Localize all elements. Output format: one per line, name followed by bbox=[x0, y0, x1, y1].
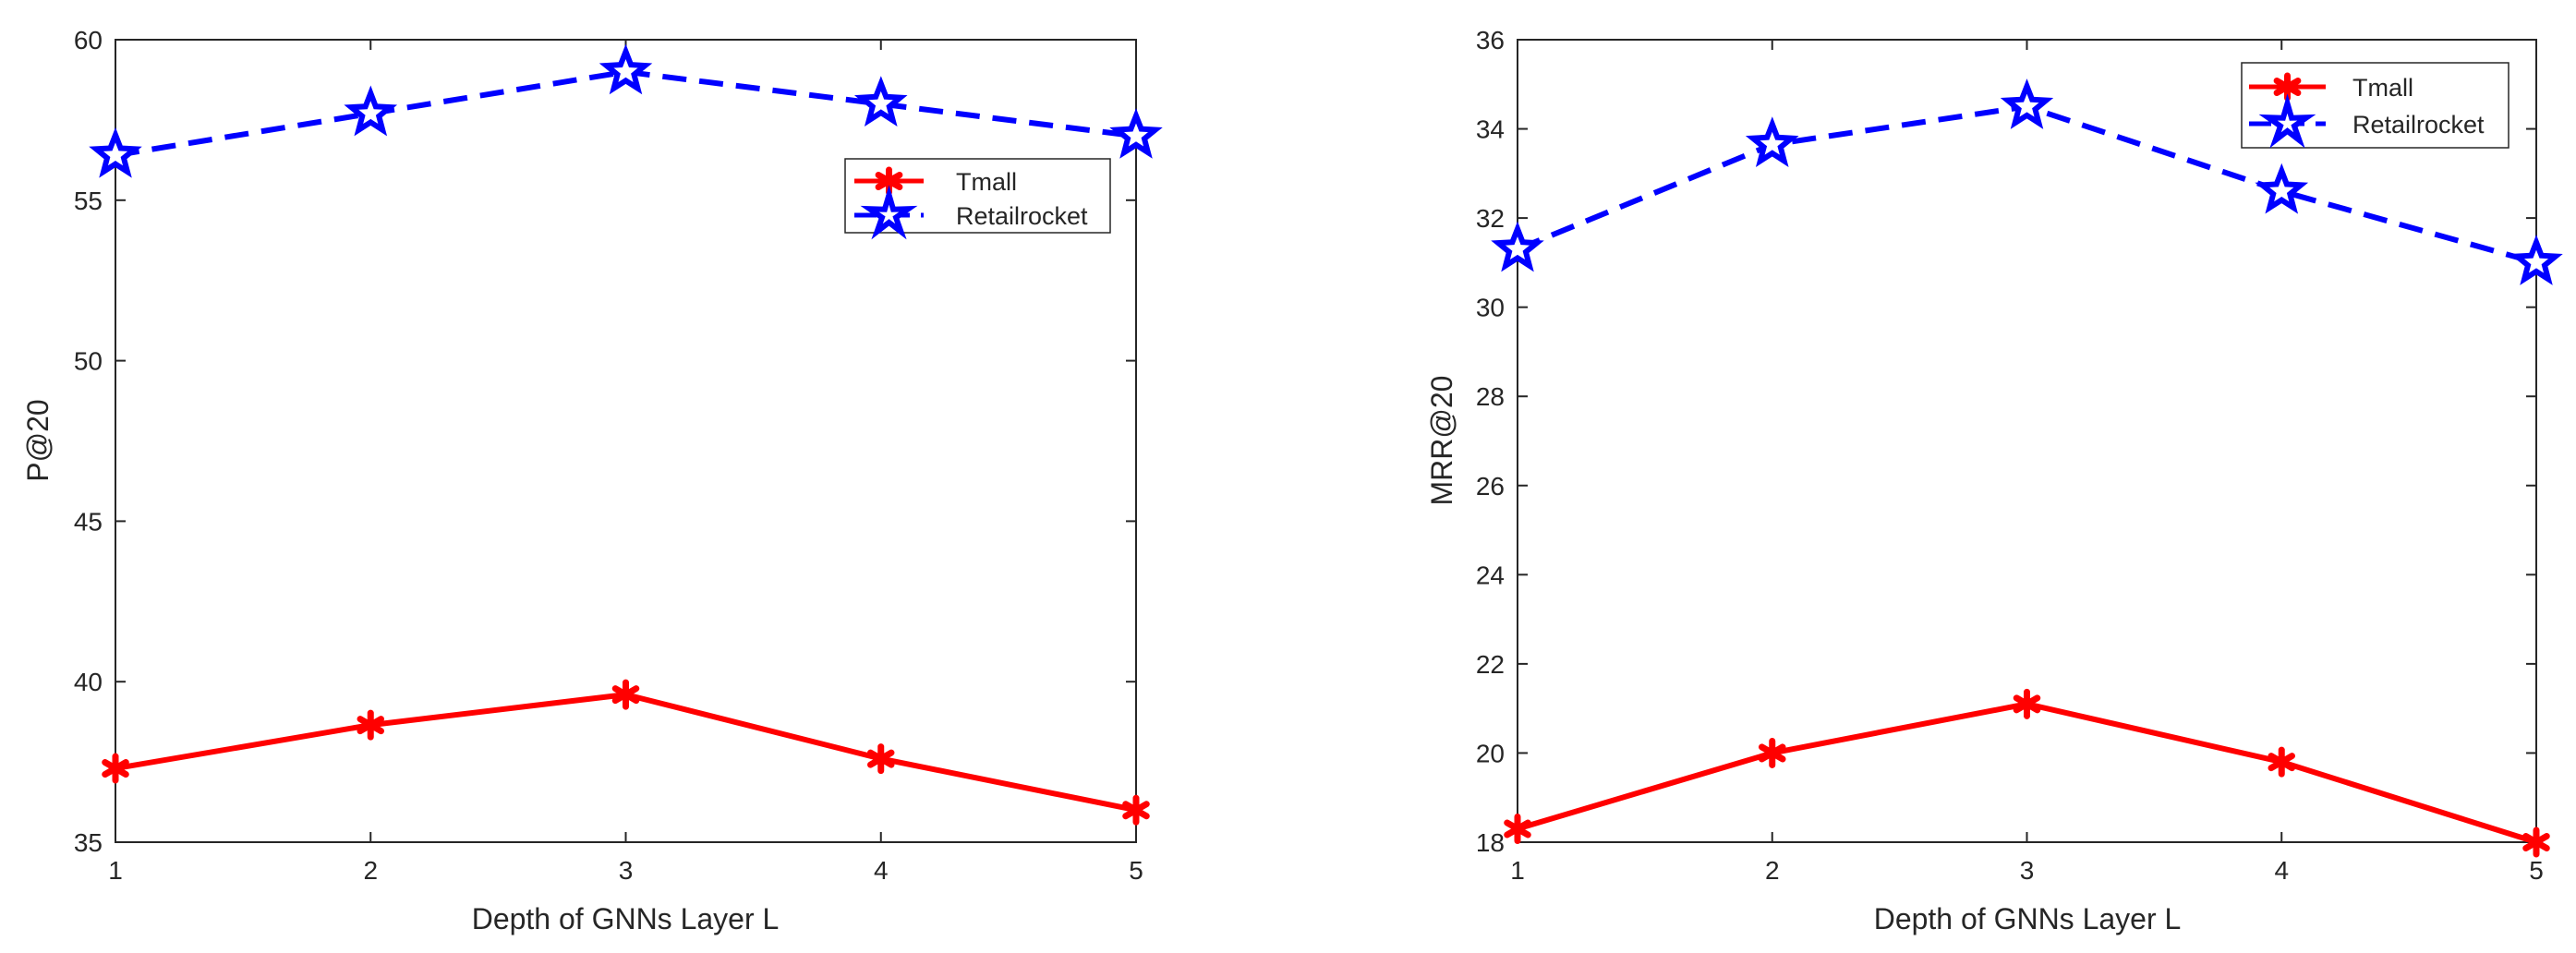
x-axis-label: Depth of GNNs Layer L bbox=[1874, 902, 2182, 935]
y-tick-label: 34 bbox=[1476, 115, 1505, 144]
x-tick-label: 4 bbox=[2274, 856, 2289, 885]
y-tick-labels: 18 20 22 24 26 28 30 32 34 36 bbox=[1476, 26, 1505, 857]
legend-label-retailrocket: Retailrocket bbox=[2352, 111, 2485, 139]
data-point-retailrocket-2 bbox=[1745, 116, 1799, 167]
x-tick-label: 1 bbox=[108, 856, 123, 885]
data-point-retailrocket-1 bbox=[89, 127, 142, 178]
y-tick-label: 20 bbox=[1476, 739, 1505, 767]
data-point-tmall-5 bbox=[2522, 826, 2550, 858]
y-tick-labels: 35 40 45 50 55 60 bbox=[74, 26, 103, 857]
data-point-retailrocket-3 bbox=[2000, 78, 2054, 129]
y-tick-label: 55 bbox=[74, 187, 103, 215]
y-tick-label: 18 bbox=[1476, 828, 1505, 857]
legend-marker-retailrocket bbox=[860, 185, 918, 240]
plot-area-frame bbox=[1517, 39, 2537, 843]
y-tick-label: 50 bbox=[74, 347, 103, 376]
series-layer bbox=[1491, 78, 2563, 858]
x-tick-label: 5 bbox=[2529, 856, 2544, 885]
x-tick-label: 3 bbox=[2020, 856, 2035, 885]
tick-marks bbox=[115, 39, 1137, 843]
legend-marker-retailrocket bbox=[2258, 93, 2316, 149]
y-axis-label: MRR@20 bbox=[1425, 376, 1458, 506]
y-tick-label: 35 bbox=[74, 828, 103, 857]
data-point-tmall-3 bbox=[611, 679, 640, 710]
data-point-retailrocket-4 bbox=[853, 76, 908, 127]
data-point-tmall-4 bbox=[2268, 746, 2296, 778]
x-tick-label: 2 bbox=[363, 856, 378, 885]
data-point-tmall-3 bbox=[2013, 688, 2041, 719]
y-tick-label: 40 bbox=[74, 668, 103, 696]
data-point-retailrocket-4 bbox=[2255, 163, 2309, 214]
data-point-retailrocket-1 bbox=[1491, 221, 1544, 272]
x-axis-label: Depth of GNNs Layer L bbox=[472, 902, 780, 935]
data-point-tmall-1 bbox=[1504, 814, 1531, 845]
x-tick-label: 1 bbox=[1510, 856, 1525, 885]
legend-label-retailrocket: Retailrocket bbox=[956, 202, 1088, 230]
legend: Tmall Retailrocket bbox=[844, 158, 1111, 240]
series-line-retailrocket bbox=[115, 68, 1137, 159]
y-tick-label: 32 bbox=[1476, 204, 1505, 233]
data-point-tmall-5 bbox=[1122, 794, 1150, 826]
y-tick-label: 24 bbox=[1476, 561, 1505, 589]
y-axis-label: P@20 bbox=[21, 399, 54, 481]
y-tick-label: 22 bbox=[1476, 650, 1505, 679]
data-point-tmall-2 bbox=[357, 709, 385, 741]
x-tick-label: 3 bbox=[619, 856, 634, 885]
x-tick-labels: 1 2 3 4 5 bbox=[108, 856, 1143, 885]
y-tick-label: 60 bbox=[74, 26, 103, 54]
y-tick-label: 30 bbox=[1476, 294, 1505, 322]
data-point-retailrocket-5 bbox=[1109, 108, 1163, 159]
data-point-tmall-4 bbox=[866, 743, 895, 775]
data-point-retailrocket-5 bbox=[2509, 235, 2563, 285]
data-point-tmall-2 bbox=[1758, 737, 1786, 768]
data-point-tmall-1 bbox=[102, 753, 129, 784]
y-tick-label: 26 bbox=[1476, 472, 1505, 501]
data-point-retailrocket-2 bbox=[344, 85, 398, 137]
y-tick-label: 28 bbox=[1476, 382, 1505, 411]
x-tick-label: 5 bbox=[1129, 856, 1143, 885]
legend: Tmall Retailrocket bbox=[2241, 62, 2509, 149]
legend-label-tmall: Tmall bbox=[2352, 74, 2413, 102]
legend-label-tmall: Tmall bbox=[956, 168, 1017, 196]
x-tick-label: 2 bbox=[1765, 856, 1780, 885]
series-layer bbox=[89, 43, 1163, 826]
y-tick-label: 45 bbox=[74, 507, 103, 536]
data-point-retailrocket-3 bbox=[599, 43, 653, 95]
x-tick-labels: 1 2 3 4 5 bbox=[1510, 856, 2544, 885]
x-tick-label: 4 bbox=[874, 856, 889, 885]
y-tick-label: 36 bbox=[1476, 26, 1505, 54]
